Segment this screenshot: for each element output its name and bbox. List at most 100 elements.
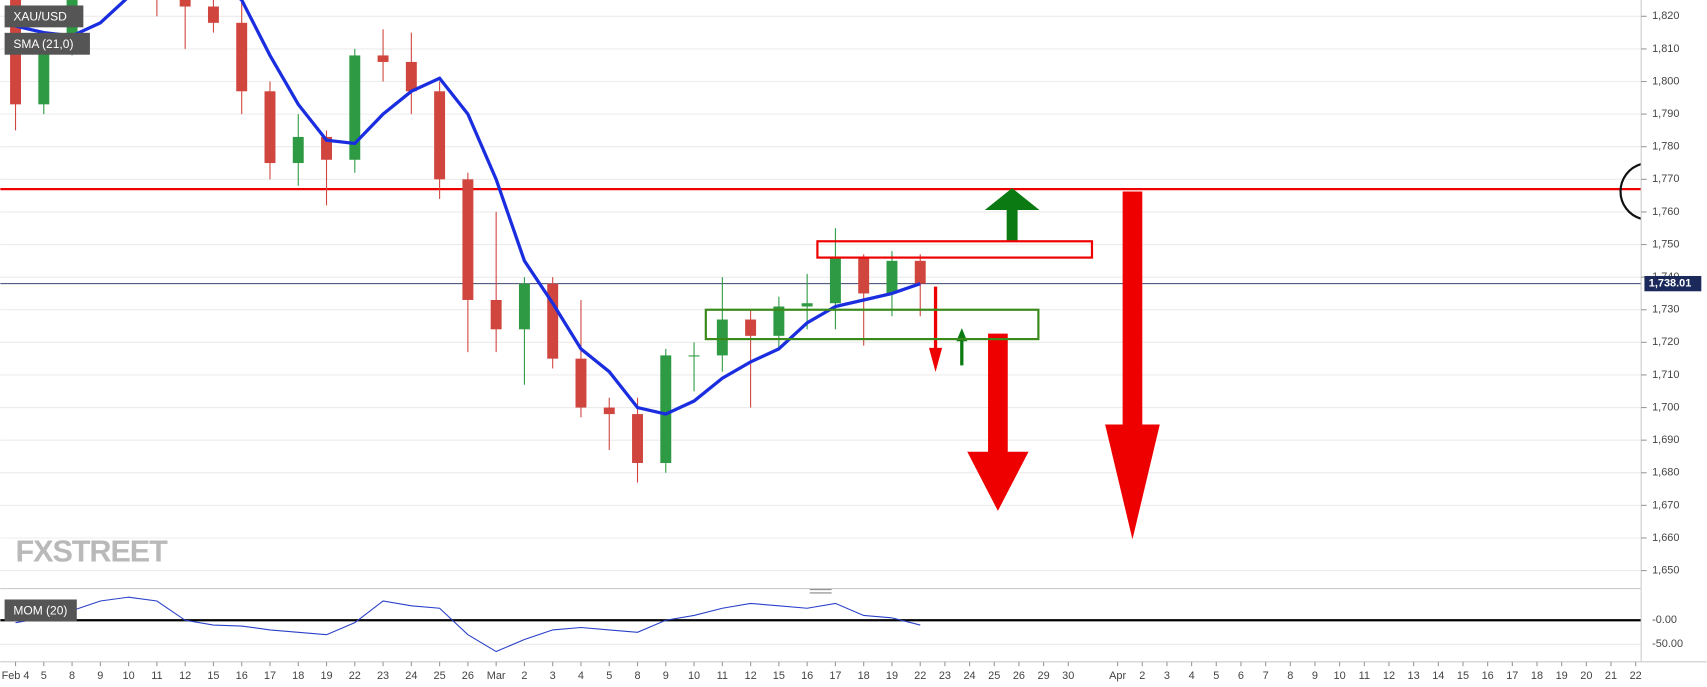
x-tick-label: Apr (1109, 670, 1126, 682)
x-tick-label: 26 (1013, 670, 1025, 682)
momentum-line (15, 596, 921, 653)
x-tick-label: 25 (988, 670, 1000, 682)
candle-body (660, 355, 672, 463)
arrow-head (928, 347, 943, 372)
x-tick-label: 11 (151, 670, 162, 682)
candle-body (547, 283, 559, 359)
x-tick-label: 6 (1238, 670, 1244, 682)
candle-body (38, 39, 50, 105)
x-tick-label: 29 (1038, 670, 1050, 682)
x-tick-label: 11 (717, 670, 728, 682)
x-tick-label: 14 (1432, 670, 1444, 682)
x-tick-label: 22 (1630, 670, 1642, 682)
candle-body (914, 260, 926, 284)
y-tick-label: -0.00 (1652, 614, 1677, 626)
arrow-head (984, 188, 1040, 211)
x-tick-label: 4 (578, 670, 584, 682)
x-tick-label: 9 (1312, 670, 1318, 682)
y-tick-label: 1,760 (1652, 206, 1679, 218)
candle-body (518, 283, 530, 330)
candle-body (603, 407, 615, 415)
x-tick-label: 18 (858, 670, 870, 682)
candle-body (773, 306, 785, 336)
y-tick-label: 1,670 (1652, 499, 1679, 511)
x-tick-label: Mar (487, 670, 506, 682)
x-tick-label: 21 (1605, 670, 1617, 682)
y-tick-label: 1,730 (1652, 304, 1679, 316)
last-price-box (1644, 275, 1702, 292)
grid (0, 15, 1642, 572)
candle-body (236, 22, 248, 92)
last-price-label: 1,738.01 (1649, 278, 1692, 290)
x-tick-label: 15 (1457, 670, 1469, 682)
x-tick-label: 9 (97, 670, 103, 682)
legend-label: XAU/USD (13, 10, 67, 24)
y-tick-label: 1,650 (1652, 564, 1679, 576)
x-tick-label: 16 (236, 670, 248, 682)
x-tick-label: 16 (1482, 670, 1494, 682)
y-tick-label: 1,780 (1652, 141, 1679, 153)
x-tick-label: 3 (1164, 670, 1170, 682)
x-tick-label: 16 (801, 670, 813, 682)
candle-body (745, 319, 757, 336)
candle-body (377, 55, 389, 62)
y-tick-label: 1,820 (1652, 10, 1679, 22)
sma-line (15, 0, 921, 416)
candle-body (321, 136, 332, 160)
arrow-head (967, 451, 1029, 511)
x-tick-label: 17 (1506, 670, 1518, 682)
candle-body (462, 179, 474, 300)
y-tick-label: 1,680 (1652, 467, 1679, 479)
x-tick-label: 18 (292, 670, 304, 682)
y-tick-label: 1,770 (1652, 173, 1679, 185)
x-tick-label: 8 (1287, 670, 1293, 682)
resistance-zone (816, 240, 1094, 259)
x-tick-label: 2 (521, 670, 527, 682)
candle-body (207, 6, 219, 23)
x-tick-label: 17 (829, 670, 841, 682)
marker-arc (1619, 163, 1642, 220)
x-tick-label: 8 (634, 670, 640, 682)
x-tick-label: 10 (123, 670, 135, 682)
y-tick-label: 1,720 (1652, 336, 1679, 348)
candle-body (575, 358, 587, 408)
y-tick-label: 1,690 (1652, 434, 1679, 446)
legend-label: MOM (20) (13, 604, 67, 618)
x-tick-label: 17 (264, 670, 276, 682)
candle-body (405, 61, 417, 92)
candle-body (264, 91, 276, 164)
x-tick-label: 13 (1408, 670, 1420, 682)
x-tick-label: 10 (1334, 670, 1346, 682)
x-tick-label: 19 (320, 670, 332, 682)
candle-body (434, 91, 446, 180)
x-tick-label: 12 (1383, 670, 1395, 682)
y-tick-label: 1,660 (1652, 532, 1679, 544)
x-tick-label: 12 (745, 670, 757, 682)
momentum-panel (0, 596, 1642, 653)
candle-body (829, 257, 841, 304)
x-tick-label: 12 (179, 670, 191, 682)
legend-label: SMA (21,0) (13, 37, 73, 51)
x-tick-label: 9 (663, 670, 669, 682)
candle-body (490, 299, 502, 330)
x-tick-label: 24 (405, 670, 417, 682)
x-tick-label: 15 (773, 670, 785, 682)
support-zone (704, 308, 1040, 341)
y-tick-label: 1,750 (1652, 238, 1679, 250)
x-tick-label: 25 (434, 670, 446, 682)
candle-body (292, 136, 304, 164)
x-tick-label: 5 (606, 670, 612, 682)
x-tick-label: 11 (1359, 670, 1370, 682)
x-tick-label: 5 (41, 670, 47, 682)
x-tick-label: 5 (1213, 670, 1219, 682)
candle-body (886, 260, 898, 294)
legend-box (4, 599, 77, 622)
candle-body (179, 0, 191, 7)
candle-body (632, 414, 643, 463)
x-tick-label: 26 (462, 670, 474, 682)
x-tick-label: 3 (550, 670, 556, 682)
y-tick-label: 1,710 (1652, 369, 1679, 381)
